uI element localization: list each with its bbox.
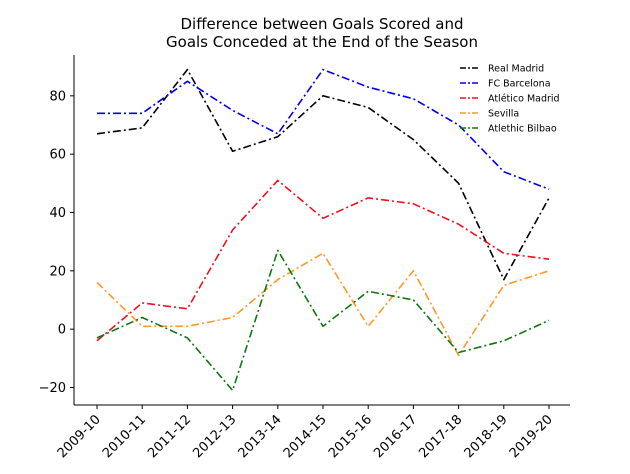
legend: Real Madrid FC Barcelona Atlético Madrid Se… <box>460 64 560 135</box>
y-tick-label: 80 <box>49 89 66 104</box>
y-tick-label: 40 <box>49 206 66 221</box>
x-tick-label: 2019-20 <box>507 412 556 461</box>
chart-title-line-2: Goals Conceded at the End of the Season <box>166 33 478 51</box>
legend-label-3: Sevilla <box>488 109 519 120</box>
series-layer <box>96 68 550 392</box>
series-line-4 <box>96 249 550 392</box>
legend-label-2: Atlético Madrid <box>488 94 560 105</box>
x-tick-label: 2013-14 <box>236 412 285 461</box>
y-tick-label: 0 <box>58 323 66 338</box>
series-line-2 <box>96 179 550 342</box>
series-line-1 <box>97 68 550 190</box>
chart-title-line-1: Difference between Goals Scored and <box>181 15 464 33</box>
x-tick-label: 2017-18 <box>416 412 465 461</box>
legend-label-4: Atlethic Bilbao <box>488 124 557 135</box>
x-tick-label: 2012-13 <box>190 412 239 461</box>
x-tick-label: 2009-10 <box>55 412 104 461</box>
legend-label-1: FC Barcelona <box>488 79 551 90</box>
y-tick-label: 60 <box>49 148 66 163</box>
x-tick-label: 2016-17 <box>371 412 420 461</box>
y-tick-label: −20 <box>39 381 66 396</box>
x-tick-label: 2015-16 <box>326 412 375 461</box>
x-tick-label: 2011-12 <box>145 412 194 461</box>
y-tick-label: 20 <box>49 264 66 279</box>
x-tick-label: 2018-19 <box>462 412 511 461</box>
series-line-0 <box>96 68 550 281</box>
legend-label-0: Real Madrid <box>488 64 544 75</box>
series-line-3 <box>96 252 550 357</box>
x-tick-label: 2010-11 <box>100 412 149 461</box>
x-tick-label: 2014-15 <box>281 412 330 461</box>
